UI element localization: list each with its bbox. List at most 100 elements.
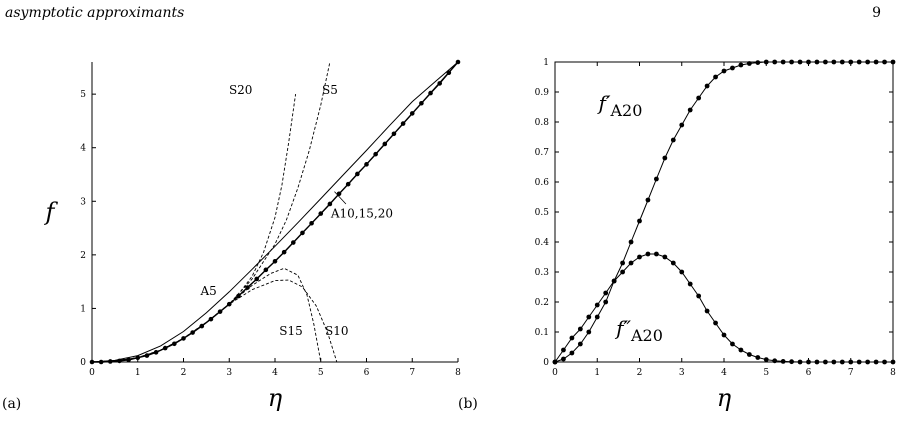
- data-point: [318, 211, 324, 216]
- x-tick-label: 6: [806, 368, 812, 378]
- data-point: [400, 121, 406, 126]
- data-point: [882, 59, 887, 65]
- data-point: [696, 95, 702, 101]
- data-point: [670, 137, 676, 143]
- data-point: [637, 254, 642, 260]
- data-point: [561, 347, 566, 353]
- data-point: [789, 59, 794, 65]
- data-point: [594, 314, 600, 320]
- data-point: [291, 240, 296, 245]
- y-axis-label: f: [44, 198, 59, 226]
- data-point: [135, 355, 141, 361]
- data-point: [746, 61, 752, 66]
- x-tick-label: 1: [594, 368, 600, 378]
- data-point: [763, 59, 769, 65]
- series-line-f-a20: [554, 253, 893, 363]
- y-tick-label: 0.3: [535, 268, 550, 278]
- data-point: [345, 181, 351, 187]
- data-point: [848, 359, 854, 365]
- data-point: [569, 335, 575, 341]
- data-point: [586, 329, 592, 335]
- y-tick-label: 1: [543, 58, 549, 68]
- data-point: [806, 359, 811, 365]
- data-point: [98, 359, 104, 365]
- y-tick-label: 0.7: [535, 148, 550, 158]
- data-point: [428, 90, 433, 96]
- data-point: [831, 59, 837, 65]
- data-point: [738, 62, 744, 68]
- annotation-label: S5: [322, 83, 338, 97]
- data-point: [814, 359, 820, 365]
- y-tick-label: 0: [543, 358, 549, 368]
- data-point: [831, 359, 837, 365]
- data-point: [373, 151, 378, 157]
- y-tick-label: 0: [80, 358, 86, 368]
- numerical-solution-line: [92, 61, 459, 363]
- data-point: [620, 269, 625, 275]
- data-point: [721, 68, 727, 74]
- data-point: [236, 293, 241, 299]
- y-tick-label: 0.8: [535, 118, 550, 128]
- data-point: [89, 359, 95, 365]
- annotation-base: f″: [614, 316, 631, 340]
- x-axis-label: η: [717, 384, 732, 412]
- data-point: [890, 359, 896, 365]
- data-point: [856, 359, 862, 365]
- y-tick-label: 3: [80, 197, 86, 207]
- data-point: [552, 359, 558, 365]
- chart-panel-a: 0 1 2 3 4 5 6 7 8 0 1 2 3 4 5 η f S20 S5 A10,15,20 A5 S15 S10: [44, 59, 461, 412]
- data-point: [309, 220, 314, 226]
- data-point: [364, 162, 369, 167]
- data-point: [144, 353, 150, 358]
- data-point: [839, 59, 845, 65]
- annotation-label: f′A20: [597, 91, 643, 120]
- series-line-s20: [91, 94, 297, 363]
- page-number: 9: [872, 5, 881, 21]
- running-header: asymptotic approximants: [5, 5, 185, 21]
- data-point: [409, 111, 415, 116]
- data-point: [654, 251, 659, 257]
- annotation-label: S15: [279, 324, 303, 338]
- data-point: [594, 302, 600, 308]
- y-tick-label: 4: [80, 144, 86, 154]
- x-tick-label: 4: [721, 368, 727, 378]
- data-point: [561, 356, 566, 362]
- data-point: [603, 299, 609, 305]
- data-point: [300, 230, 305, 236]
- x-tick-label: 6: [364, 368, 370, 378]
- data-point: [126, 357, 131, 363]
- y-tick-label: 1: [80, 304, 86, 314]
- x-tick-label: 7: [848, 368, 854, 378]
- data-point: [245, 285, 250, 290]
- data-point: [620, 260, 625, 266]
- annotation-label: f″A20: [614, 316, 663, 345]
- x-tick-label: 3: [679, 368, 685, 378]
- data-point: [772, 358, 778, 364]
- x-axis-label: η: [268, 384, 283, 412]
- x-tick-label: 5: [318, 368, 324, 378]
- data-point: [628, 239, 634, 245]
- data-point: [730, 65, 735, 71]
- data-point: [797, 359, 803, 365]
- y-tick-label: 0.9: [535, 88, 550, 98]
- data-point: [687, 281, 693, 287]
- x-tick-label: 8: [455, 368, 461, 378]
- x-tick-label: 1: [135, 368, 141, 378]
- data-point: [637, 218, 642, 224]
- annotation-leader: [334, 191, 347, 205]
- data-point: [446, 70, 452, 76]
- data-point: [882, 359, 887, 365]
- data-point: [117, 358, 122, 364]
- data-point: [763, 357, 769, 362]
- data-point: [848, 59, 854, 65]
- data-point: [645, 251, 651, 257]
- data-point: [108, 359, 113, 364]
- data-point: [746, 352, 752, 357]
- data-point: [162, 345, 168, 351]
- data-point: [611, 278, 617, 284]
- data-point: [704, 83, 710, 89]
- data-point: [662, 155, 668, 161]
- data-point: [679, 269, 685, 275]
- x-tick-label: 5: [763, 368, 769, 378]
- panel-a-letter: (a): [2, 396, 22, 412]
